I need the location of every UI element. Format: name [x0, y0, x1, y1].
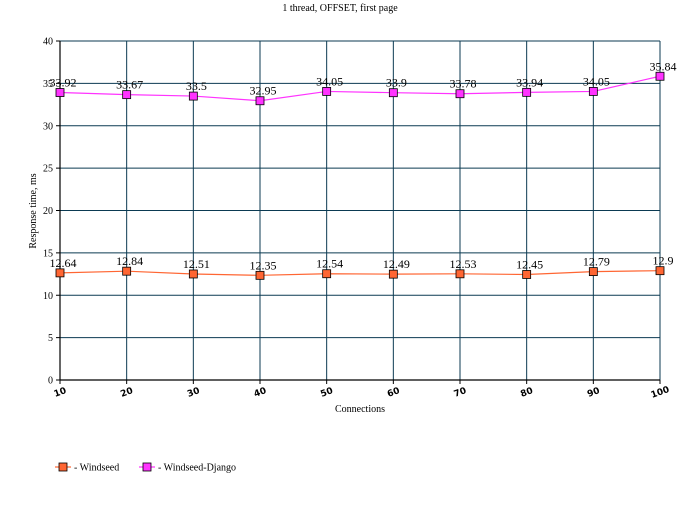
- x-tick-label: 10: [53, 386, 68, 400]
- legend: - Windseed - Windseed-Django: [55, 463, 236, 474]
- axes: 0 5 10 15 20 25 30 35 40 10 20 30 40 50 60 70 80 90 100: [43, 37, 671, 401]
- legend-swatch-marker: [142, 462, 152, 472]
- x-tick-label: 100: [650, 385, 671, 401]
- data-label: 12.51: [183, 257, 210, 271]
- data-point: [588, 87, 598, 96]
- series-layer: 12.64 12.84 12.51 12.35 12.54 12.49 12.53 12.45…: [50, 59, 677, 280]
- data-label: 33.5: [186, 79, 207, 93]
- data-point: [455, 89, 465, 99]
- x-tick-label: 70: [453, 386, 468, 400]
- data-label: 33.9: [386, 76, 407, 90]
- data-label: 12.35: [250, 258, 277, 272]
- data-label: 12.64: [50, 256, 77, 270]
- y-tick-label: 20: [43, 206, 53, 217]
- data-point: [388, 88, 398, 98]
- data-label: 12.9: [653, 254, 674, 268]
- legend-item: - Windseed: [55, 463, 119, 474]
- y-tick-label: 10: [43, 291, 53, 302]
- data-point: [122, 266, 132, 276]
- x-tick-label: 20: [119, 386, 134, 400]
- data-point: [55, 88, 65, 97]
- y-tick-label: 25: [43, 164, 53, 175]
- y-tick-label: 40: [43, 37, 53, 48]
- data-label: 34.05: [583, 74, 610, 88]
- y-tick-label: 35: [43, 79, 53, 90]
- data-point: [255, 270, 265, 280]
- data-point: [655, 71, 665, 81]
- data-label: 12.79: [583, 255, 610, 269]
- x-tick-label: 80: [519, 386, 534, 400]
- data-label: 34.05: [316, 74, 343, 88]
- legend-label: - Windseed-Django: [158, 463, 236, 474]
- x-tick-label: 60: [386, 386, 401, 400]
- data-point: [522, 270, 532, 279]
- data-point: [655, 266, 665, 276]
- data-label: 33.78: [450, 77, 477, 91]
- data-label: 33.92: [50, 76, 77, 90]
- y-tick-label: 0: [48, 376, 53, 387]
- data-label: 35.84: [650, 59, 677, 73]
- x-axis-label: Connections: [335, 404, 385, 415]
- x-tick-label: 30: [186, 386, 201, 400]
- legend-label: - Windseed: [74, 463, 119, 474]
- data-point: [188, 269, 198, 279]
- data-label: 12.54: [316, 257, 343, 271]
- y-tick-label: 15: [43, 248, 53, 259]
- data-label: 33.94: [516, 75, 543, 89]
- data-label: 12.84: [116, 254, 143, 268]
- legend-swatch-marker: [58, 462, 68, 472]
- data-label: 12.53: [450, 257, 477, 271]
- series-windseed: 12.64 12.84 12.51 12.35 12.54 12.49 12.53 12.45…: [50, 254, 674, 280]
- data-point: [322, 269, 332, 279]
- series-line: [59, 270, 661, 276]
- data-label: 33.67: [116, 78, 143, 92]
- data-point: [55, 268, 65, 278]
- data-label: 12.45: [516, 257, 543, 271]
- data-point: [522, 87, 532, 97]
- data-point: [188, 91, 198, 101]
- x-tick-label: 90: [586, 386, 601, 400]
- data-point: [388, 269, 398, 279]
- data-point: [455, 269, 465, 279]
- series-line: [59, 75, 661, 102]
- x-tick-label: 40: [253, 386, 268, 400]
- x-tick-label: 50: [319, 386, 334, 400]
- y-axis-label: Response time, ms: [28, 173, 39, 248]
- chart-title: 1 thread, OFFSET, first page: [282, 3, 398, 14]
- data-point: [588, 267, 598, 277]
- data-label: 32.95: [250, 84, 277, 98]
- y-tick-label: 30: [43, 121, 53, 132]
- legend-item: - Windseed-Django: [139, 463, 236, 474]
- data-point: [255, 96, 265, 106]
- data-point: [122, 90, 132, 100]
- y-tick-label: 5: [48, 333, 53, 344]
- data-label: 12.49: [383, 257, 410, 271]
- series-windseed-django: 33.92 33.67 33.5 32.95 34.05 33.9 33.78 33.94 34…: [50, 59, 677, 106]
- data-point: [322, 87, 332, 96]
